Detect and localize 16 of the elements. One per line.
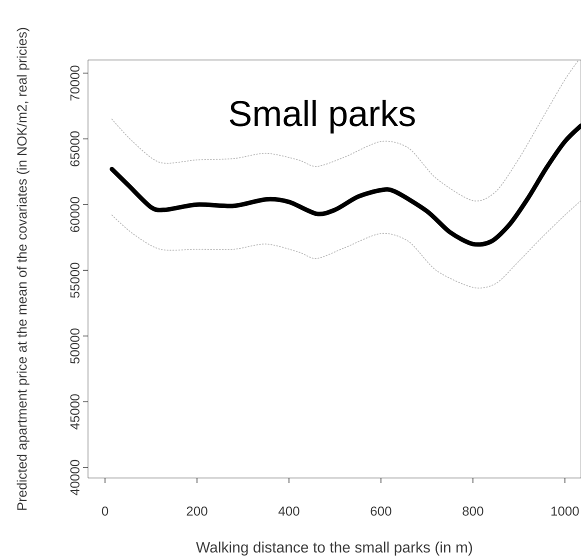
x-axis-title: Walking distance to the small parks (in m) bbox=[196, 542, 472, 556]
y-tick-label: 70000 bbox=[70, 66, 80, 101]
y-tick-label: 55000 bbox=[70, 262, 80, 298]
x-tick-label: 0 bbox=[102, 506, 108, 516]
y-axis-title: Predicted apartment price at the mean of the covariates (in NOK/m2, real pricies) bbox=[16, 28, 30, 510]
y-tick-label: 60000 bbox=[70, 197, 80, 232]
text: Small parks bbox=[230, 100, 415, 134]
y-tick-label: 65000 bbox=[70, 131, 80, 166]
x-tick-label: 1000 bbox=[551, 506, 579, 516]
x-tick-label: 400 bbox=[278, 506, 300, 516]
y-tick-label: 50000 bbox=[70, 328, 80, 364]
x-tick-label: 600 bbox=[370, 506, 392, 516]
y-tick-label: 40000 bbox=[70, 460, 80, 496]
y-tick-label: 45000 bbox=[70, 394, 80, 430]
x-tick-label: 800 bbox=[462, 506, 484, 516]
x-tick-label: 200 bbox=[186, 506, 208, 516]
